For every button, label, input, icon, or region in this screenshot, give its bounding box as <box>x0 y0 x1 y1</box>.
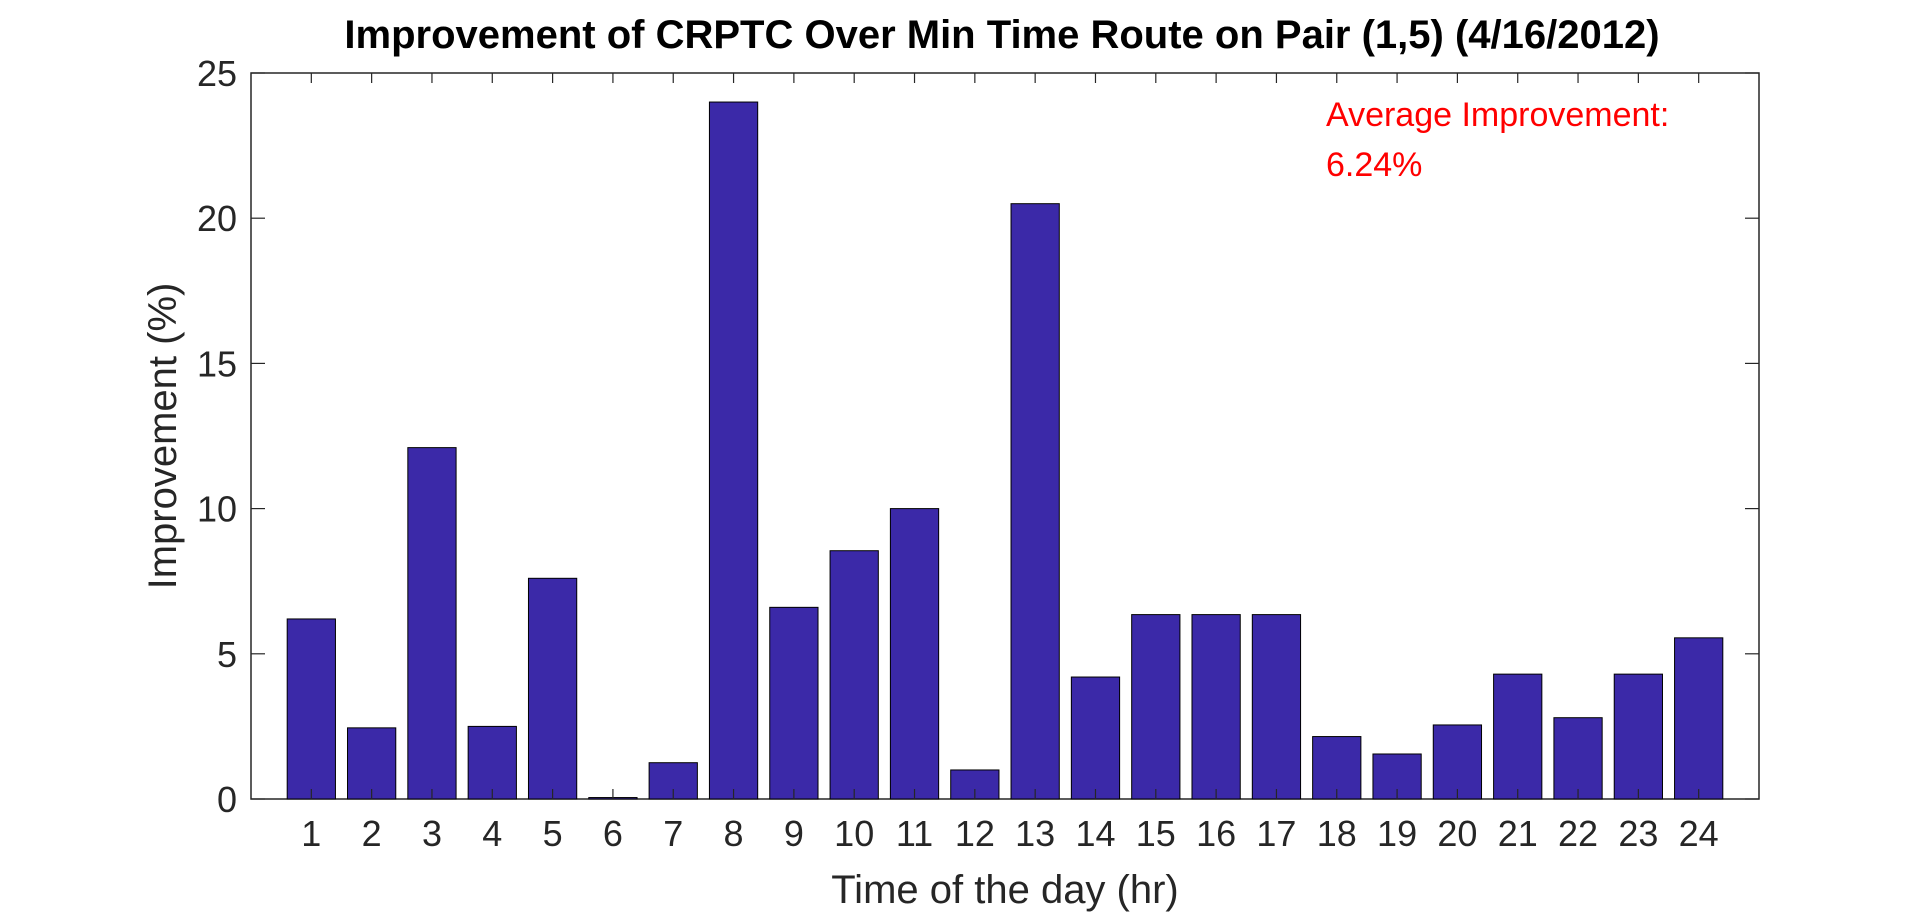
bar-hour-3 <box>407 447 457 800</box>
y-tick-label: 20 <box>197 198 237 239</box>
x-tick-label: 20 <box>1437 813 1477 854</box>
x-tick-label: 8 <box>724 813 744 854</box>
bar-hour-1 <box>286 618 336 800</box>
bar-hour-11 <box>889 508 940 800</box>
y-tick-label: 15 <box>197 343 237 384</box>
x-tick-label: 2 <box>362 813 382 854</box>
x-tick-label: 12 <box>955 813 995 854</box>
x-tick-label: 5 <box>543 813 563 854</box>
bar-hour-2 <box>347 727 397 800</box>
x-tick-label: 7 <box>663 813 683 854</box>
bar-hour-20 <box>1432 724 1483 800</box>
bar-hour-23 <box>1613 673 1663 800</box>
x-tick-label: 10 <box>834 813 874 854</box>
x-tick-label: 23 <box>1618 813 1658 854</box>
y-tick-labels: 0 5 10 15 20 25 <box>197 53 237 820</box>
bar-hour-4 <box>467 725 517 800</box>
bars-group <box>286 101 1724 800</box>
x-tick-label: 21 <box>1498 813 1538 854</box>
bar-hour-16 <box>1191 614 1241 800</box>
x-tick-label: 3 <box>422 813 442 854</box>
bar-hour-5 <box>527 577 578 800</box>
x-tick-label: 11 <box>896 813 933 854</box>
y-tick-label: 5 <box>217 634 237 675</box>
axis-ticks <box>251 72 1759 800</box>
x-tick-label: 14 <box>1075 813 1115 854</box>
average-improvement-value: 6.24% <box>1326 146 1422 184</box>
chart-title: Improvement of CRPTC Over Min Time Route… <box>344 13 1659 57</box>
bar-hour-17 <box>1251 614 1302 800</box>
bar-hour-9 <box>769 606 819 800</box>
x-tick-label: 18 <box>1317 813 1357 854</box>
y-axis-label: Improvement (%) <box>141 283 185 590</box>
y-tick-label: 10 <box>197 489 237 530</box>
average-improvement-label: Average Improvement: <box>1326 96 1669 134</box>
x-tick-label: 16 <box>1196 813 1236 854</box>
bar-hour-18 <box>1312 736 1362 800</box>
x-tick-label: 17 <box>1256 813 1296 854</box>
bar-hour-14 <box>1070 676 1121 800</box>
bar-hour-15 <box>1131 614 1181 800</box>
bar-hour-8 <box>708 101 759 800</box>
x-tick-label: 24 <box>1679 813 1719 854</box>
bar-hour-21 <box>1493 673 1543 800</box>
x-axis-label: Time of the day (hr) <box>831 868 1179 912</box>
bar-hour-22 <box>1553 717 1603 800</box>
y-tick-label: 25 <box>197 53 237 94</box>
x-tick-label: 19 <box>1377 813 1417 854</box>
x-tick-label: 6 <box>603 813 623 854</box>
x-tick-label: 4 <box>482 813 502 854</box>
bar-hour-10 <box>829 550 879 800</box>
bar-hour-24 <box>1674 637 1724 800</box>
x-tick-label: 15 <box>1136 813 1176 854</box>
x-tick-label: 1 <box>301 813 321 854</box>
bar-hour-13 <box>1010 203 1060 800</box>
x-tick-label: 22 <box>1558 813 1598 854</box>
x-tick-labels: 1 2 3 4 5 6 7 8 9 10 11 12 13 14 15 16 17 18 19 20 21 22 23 24 <box>301 813 1718 854</box>
x-tick-label: 9 <box>784 813 804 854</box>
y-tick-label: 0 <box>217 779 237 820</box>
x-tick-label: 13 <box>1015 813 1055 854</box>
